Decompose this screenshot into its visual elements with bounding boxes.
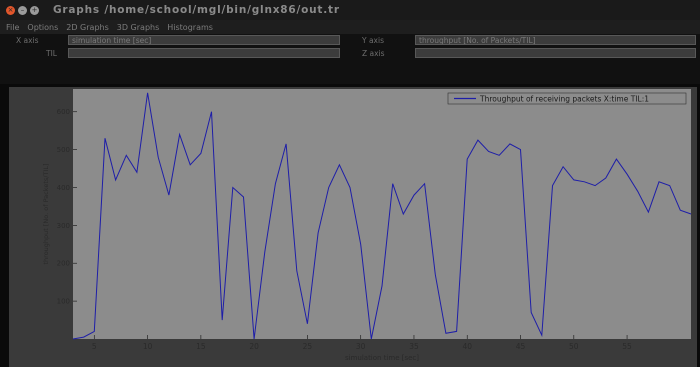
menu-options[interactable]: Options [27, 22, 59, 32]
x-axis-label: X axis [16, 36, 39, 45]
x-tick-label: 45 [516, 342, 526, 351]
x-tick-label: 50 [569, 342, 579, 351]
x-axis-input[interactable]: simulation time [sec] [68, 35, 340, 45]
y-axis-input[interactable]: throughput [No. of Packets/TIL] [415, 35, 696, 45]
x-tick-label: 25 [303, 342, 313, 351]
y-axis-title: throughput [No. of Packets/TIL] [42, 163, 50, 264]
menu-histograms[interactable]: Histograms [167, 22, 213, 32]
window-title: Graphs /home/school/mgl/bin/glnx86/out.t… [53, 4, 340, 16]
y-tick-label: 100 [57, 298, 70, 306]
x-tick-label: 35 [409, 342, 419, 351]
close-window-button[interactable]: × [6, 5, 15, 15]
axis-ticks: 5 10 15 20 25 30 35 40 45 50 55 100 200 300 400 500 600 [57, 108, 632, 351]
minimize-icon: – [20, 5, 25, 14]
z-axis-input[interactable] [415, 48, 696, 58]
x-tick-label: 40 [462, 342, 472, 351]
y-tick-label: 300 [57, 222, 70, 230]
series-line-throughput [72, 92, 692, 340]
maximize-icon: + [31, 5, 38, 14]
throughput-chart: 5 10 15 20 25 30 35 40 45 50 55100200300400500600 … [9, 87, 697, 367]
legend-box [447, 92, 687, 105]
maximize-window-button[interactable]: + [30, 5, 39, 15]
y-tick-label: 400 [57, 184, 70, 192]
x-tick-label: 30 [356, 342, 366, 351]
legend-label: Throughput of receiving packets X:time T… [479, 95, 649, 104]
z-axis-label: Z axis [362, 49, 385, 58]
menu-3d-graphs[interactable]: 3D Graphs [116, 22, 160, 32]
x-axis-title: simulation time [sec] [345, 354, 419, 362]
x-tick-label: 15 [196, 342, 206, 351]
title-bar[interactable]: × – + Graphs /home/school/mgl/bin/glnx86… [0, 0, 700, 20]
y-tick-label: 200 [57, 260, 70, 268]
menu-2d-graphs[interactable]: 2D Graphs [66, 22, 109, 32]
y-tick-label: 600 [57, 108, 70, 116]
x-tick-label: 10 [143, 342, 153, 351]
x-tick-label: 20 [249, 342, 259, 351]
y-axis-label: Y axis [362, 36, 384, 45]
y-tick-label: 500 [57, 146, 70, 154]
menu-bar: File Options 2D Graphs 3D Graphs Histogr… [0, 20, 700, 34]
x-tick-label: 5 [92, 342, 97, 351]
axis-fields-panel: X axis simulation time [sec] Y axis thro… [0, 34, 700, 84]
close-icon: × [7, 5, 14, 14]
til-input[interactable] [68, 48, 340, 58]
til-label: TIL [46, 49, 57, 58]
plot-area [73, 89, 691, 339]
minimize-window-button[interactable]: – [18, 5, 27, 15]
x-tick-label: 55 [622, 342, 632, 351]
menu-file[interactable]: File [6, 22, 20, 32]
